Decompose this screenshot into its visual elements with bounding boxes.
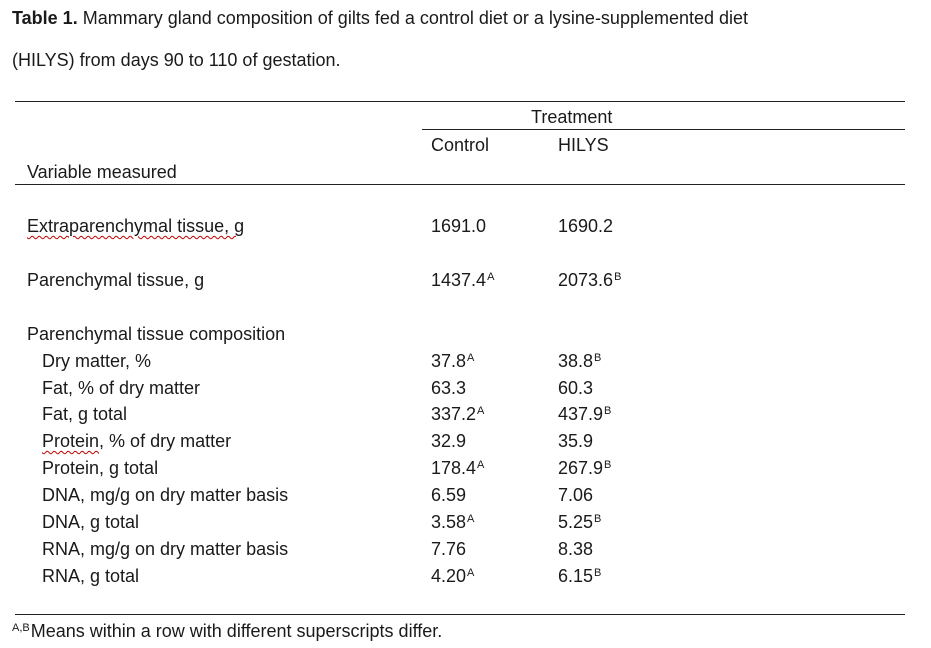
row-label-parenchymal: Parenchymal tissue, g — [27, 270, 205, 290]
cell-hilys: 60.3 — [558, 378, 594, 398]
caption-line-1: Mammary gland composition of gilts fed a… — [77, 8, 749, 28]
row-label-fat-total: Fat, g total — [42, 404, 128, 424]
cell-control: 1437.4A — [431, 270, 495, 290]
cell-hilys: 5.25B — [558, 512, 602, 532]
footnote-text: Means within a row with different supers… — [30, 621, 443, 641]
treatment-group-header: Treatment — [531, 107, 613, 127]
treatment-group-rule — [422, 129, 905, 130]
cell-control: 37.8A — [431, 351, 475, 371]
cell-control: 178.4A — [431, 458, 485, 478]
cell-control: 1691.0 — [431, 216, 487, 236]
row-label-dna-total: DNA, g total — [42, 512, 140, 532]
row-label-dry-matter: Dry matter, % — [42, 351, 152, 371]
caption-line-2: (HILYS) from days 90 to 110 of gestation… — [12, 50, 341, 70]
table-bottom-rule — [15, 614, 905, 615]
cell-control: 32.9 — [431, 431, 467, 451]
footnote-superscript: A,B — [12, 622, 30, 634]
cell-hilys: 35.9 — [558, 431, 594, 451]
cell-hilys: 2073.6B — [558, 270, 622, 290]
row-label-text: Extraparenchymal tissue, g — [27, 216, 245, 236]
column-header-hilys: HILYS — [558, 135, 609, 155]
cell-hilys: 437.9B — [558, 404, 612, 424]
cell-control: 4.20A — [431, 566, 475, 586]
row-label-extraparenchymal: Extraparenchymal tissue, g — [27, 216, 244, 236]
row-label-rna-total: RNA, g total — [42, 566, 140, 586]
cell-control: 337.2A — [431, 404, 485, 424]
cell-control: 7.76 — [431, 539, 467, 559]
table-footnote: A,BMeans within a row with different sup… — [12, 621, 442, 641]
cell-hilys: 1690.2 — [558, 216, 614, 236]
cell-hilys: 7.06 — [558, 485, 594, 505]
cell-control: 3.58A — [431, 512, 475, 532]
row-label-rna-mg-g: RNA, mg/g on dry matter basis — [42, 539, 289, 559]
row-label-fat-percent: Fat, % of dry matter — [42, 378, 201, 398]
table-header-rule — [15, 184, 905, 185]
row-label-protein-percent: Protein, % of dry matter — [42, 431, 232, 451]
column-header-variable: Variable measured — [27, 162, 177, 182]
cell-hilys: 6.15B — [558, 566, 602, 586]
caption-label: Table 1. — [12, 8, 78, 28]
row-label-protein-total: Protein, g total — [42, 458, 159, 478]
cell-control: 6.59 — [431, 485, 467, 505]
cell-hilys: 267.9B — [558, 458, 612, 478]
row-label-dna-mg-g: DNA, mg/g on dry matter basis — [42, 485, 289, 505]
cell-hilys: 8.38 — [558, 539, 594, 559]
row-label-composition-section: Parenchymal tissue composition — [27, 324, 286, 344]
cell-control: 63.3 — [431, 378, 467, 398]
column-header-control: Control — [431, 135, 490, 155]
cell-hilys: 38.8B — [558, 351, 602, 371]
table-caption: Table 1. Mammary gland composition of gi… — [12, 8, 917, 28]
table-top-rule — [15, 101, 905, 102]
